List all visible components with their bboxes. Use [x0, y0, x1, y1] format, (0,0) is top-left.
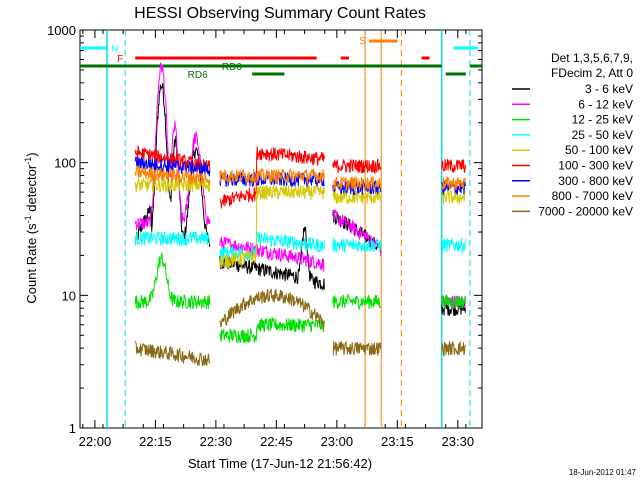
legend-label: 25 - 50 keV: [572, 128, 633, 142]
y-axis-title-sup2: -1: [23, 157, 33, 165]
y-axis-title-mid: detector: [24, 164, 39, 215]
series-line-2-segment-1: [219, 316, 325, 344]
series-line-2-segment-0: [134, 252, 211, 310]
x-tick-label: 22:30: [200, 434, 233, 449]
series-line-8-segment-3: [441, 340, 466, 357]
flag-label-RD0: RD0: [222, 62, 242, 73]
x-tick-label: 23:00: [321, 434, 354, 449]
series-line-5-segment-3: [441, 158, 466, 174]
legend-label: 300 - 800 keV: [558, 174, 633, 188]
y-tick-label: 100: [54, 156, 76, 171]
legend-label: 100 - 300 keV: [558, 159, 633, 173]
series-line-8-segment-2: [332, 341, 382, 356]
y-axis-title: Count Rate (s-1 detector-1): [23, 152, 39, 303]
series-line-4-segment-2: [332, 190, 382, 205]
x-tick-label: 23:15: [381, 434, 414, 449]
series-line-8-segment-0: [134, 341, 211, 367]
y-axis-title-sup1: -1: [23, 215, 33, 223]
series-line-2-segment-3: [441, 294, 466, 310]
flag-label-S: S: [359, 36, 366, 47]
series-line-2-segment-2: [332, 293, 382, 310]
series-line-7-segment-3: [441, 176, 466, 191]
y-axis-title-suffix: ): [24, 152, 39, 156]
series-line-0-segment-1: [219, 226, 325, 291]
series-line-7-segment-2: [332, 176, 382, 191]
timestamp: 18-Jun-2012 01:47: [569, 468, 637, 477]
series-line-6-segment-1: [219, 171, 325, 188]
y-tick-label: 1000: [47, 23, 76, 38]
legend-label: 800 - 7000 keV: [552, 189, 633, 203]
x-tick-label: 22:15: [139, 434, 172, 449]
x-tick-label: 23:30: [442, 434, 475, 449]
x-tick-label: 22:00: [79, 434, 112, 449]
y-tick-label: 10: [62, 288, 76, 303]
series-line-3-segment-1: [219, 231, 325, 261]
plot-frame: [79, 29, 483, 429]
series-line-6-segment-2: [332, 179, 382, 196]
series-line-7-segment-0: [134, 165, 211, 187]
flag-label-RD6: RD6: [188, 70, 208, 81]
flag-label-N: N: [111, 44, 118, 55]
series-line-3-segment-2: [332, 238, 382, 253]
series-line-5-segment-1: [219, 146, 325, 209]
chart-title: HESSI Observing Summary Count Rates: [134, 5, 426, 22]
legend-label: 50 - 100 keV: [565, 143, 633, 157]
series-line-7-segment-1: [219, 167, 325, 185]
series-line-4-segment-3: [441, 189, 466, 206]
series-line-5-segment-2: [332, 158, 382, 175]
plot-layer: 1 10 100 1000 22:00 22:15 22:30 22:45 23:00 23:15…: [47, 23, 483, 449]
series-line-1-segment-1: [219, 236, 325, 273]
legend-header-line-2: FDecim 2, Att 0: [551, 66, 633, 80]
legend-label: 7000 - 20000 keV: [538, 204, 633, 218]
legend-label: 12 - 25 keV: [572, 113, 633, 127]
series-line-3-segment-3: [441, 238, 466, 254]
legend-label: 3 - 6 keV: [585, 82, 633, 96]
x-axis-title: Start Time (17-Jun-12 21:56:42): [188, 456, 372, 471]
series-line-8-segment-1: [219, 288, 325, 331]
series-line-1-segment-0: [134, 62, 211, 231]
series-line-6-segment-0: [134, 156, 211, 177]
y-axis-title-prefix: Count Rate (s: [24, 223, 39, 304]
legend-header-line-1: Det 1,3,5,6,7,9,: [551, 51, 633, 65]
flag-label-F: F: [117, 54, 123, 65]
x-tick-label: 22:45: [260, 434, 293, 449]
series-line-3-segment-0: [134, 230, 211, 246]
y-tick-label: 1: [69, 421, 76, 436]
legend-label: 6 - 12 keV: [578, 97, 633, 111]
